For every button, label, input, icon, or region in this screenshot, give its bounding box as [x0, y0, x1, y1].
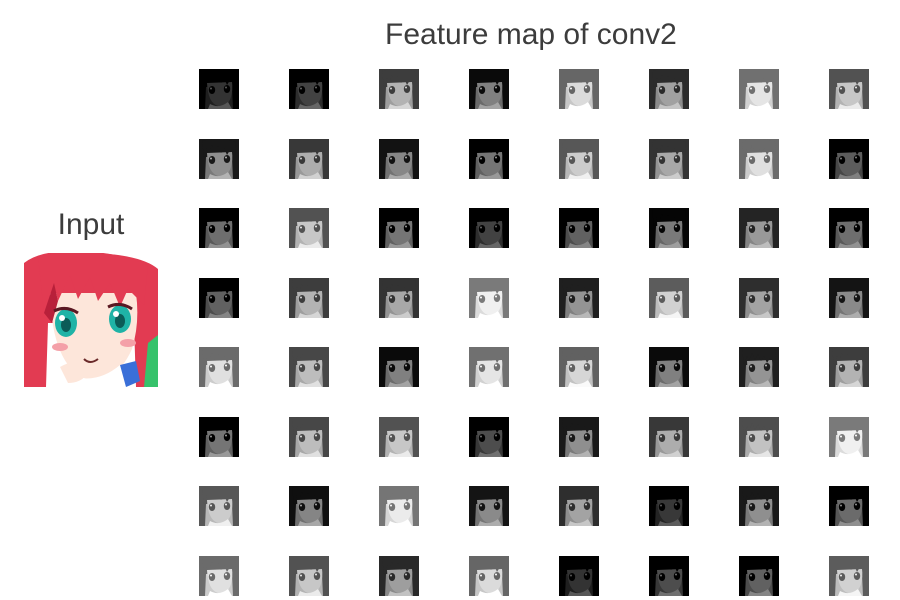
feature-map-55 — [739, 486, 779, 526]
feature-map-20 — [469, 208, 509, 248]
right-blush — [120, 339, 136, 347]
feature-map-48 — [829, 417, 869, 457]
feature-map-22 — [649, 208, 689, 248]
feature-map-14 — [649, 139, 689, 179]
feature-map-47 — [739, 417, 779, 457]
feature-map-58 — [289, 556, 329, 596]
feature-map-52 — [469, 486, 509, 526]
feature-map-38 — [649, 347, 689, 387]
feature-map-30 — [649, 278, 689, 318]
ribbon — [120, 361, 140, 387]
feature-map-59 — [379, 556, 419, 596]
feature-map-7 — [739, 69, 779, 109]
feature-map-19 — [379, 208, 419, 248]
feature-map-9 — [199, 139, 239, 179]
feature-map-43 — [379, 417, 419, 457]
feature-map-28 — [469, 278, 509, 318]
feature-map-44 — [469, 417, 509, 457]
feature-map-42 — [289, 417, 329, 457]
feature-map-53 — [559, 486, 599, 526]
mouth — [83, 358, 99, 363]
feature-map-46 — [649, 417, 689, 457]
feature-map-40 — [829, 347, 869, 387]
feature-map-60 — [469, 556, 509, 596]
feature-map-24 — [829, 208, 869, 248]
feature-map-45 — [559, 417, 599, 457]
green-accent — [144, 335, 158, 387]
feature-map-39 — [739, 347, 779, 387]
feature-map-23 — [739, 208, 779, 248]
feature-map-1 — [199, 69, 239, 109]
feature-map-10 — [289, 139, 329, 179]
feature-map-4 — [469, 69, 509, 109]
feature-map-8 — [829, 69, 869, 109]
feature-map-57 — [199, 556, 239, 596]
feature-map-54 — [649, 486, 689, 526]
feature-map-16 — [829, 139, 869, 179]
feature-map-6 — [649, 69, 689, 109]
feature-map-25 — [199, 278, 239, 318]
input-image — [24, 253, 158, 387]
feature-map-34 — [289, 347, 329, 387]
feature-map-62 — [649, 556, 689, 596]
feature-map-63 — [739, 556, 779, 596]
anime-face-illustration — [24, 253, 158, 387]
feature-map-18 — [289, 208, 329, 248]
page-title: Feature map of conv2 — [385, 18, 677, 51]
feature-map-3 — [379, 69, 419, 109]
feature-map-31 — [739, 278, 779, 318]
feature-map-5 — [559, 69, 599, 109]
feature-map-12 — [469, 139, 509, 179]
feature-map-64 — [829, 556, 869, 596]
feature-map-21 — [559, 208, 599, 248]
feature-map-15 — [739, 139, 779, 179]
feature-map-51 — [379, 486, 419, 526]
left-blush — [52, 343, 68, 351]
feature-map-61 — [559, 556, 599, 596]
feature-map-56 — [829, 486, 869, 526]
input-label: Input — [57, 208, 125, 241]
feature-map-13 — [559, 139, 599, 179]
hair-bangs — [38, 253, 148, 313]
feature-map-29 — [559, 278, 599, 318]
feature-map-36 — [469, 347, 509, 387]
feature-map-35 — [379, 347, 419, 387]
feature-map-11 — [379, 139, 419, 179]
feature-map-49 — [199, 486, 239, 526]
feature-map-33 — [199, 347, 239, 387]
left-pupil — [61, 318, 71, 332]
feature-map-17 — [199, 208, 239, 248]
feature-map-27 — [379, 278, 419, 318]
feature-map-37 — [559, 347, 599, 387]
hair-shading — [44, 283, 58, 323]
feature-map-32 — [829, 278, 869, 318]
hand — [60, 362, 90, 383]
right-pupil — [115, 314, 125, 328]
feature-map-50 — [289, 486, 329, 526]
feature-map-41 — [199, 417, 239, 457]
feature-map-26 — [289, 278, 329, 318]
feature-map-2 — [289, 69, 329, 109]
